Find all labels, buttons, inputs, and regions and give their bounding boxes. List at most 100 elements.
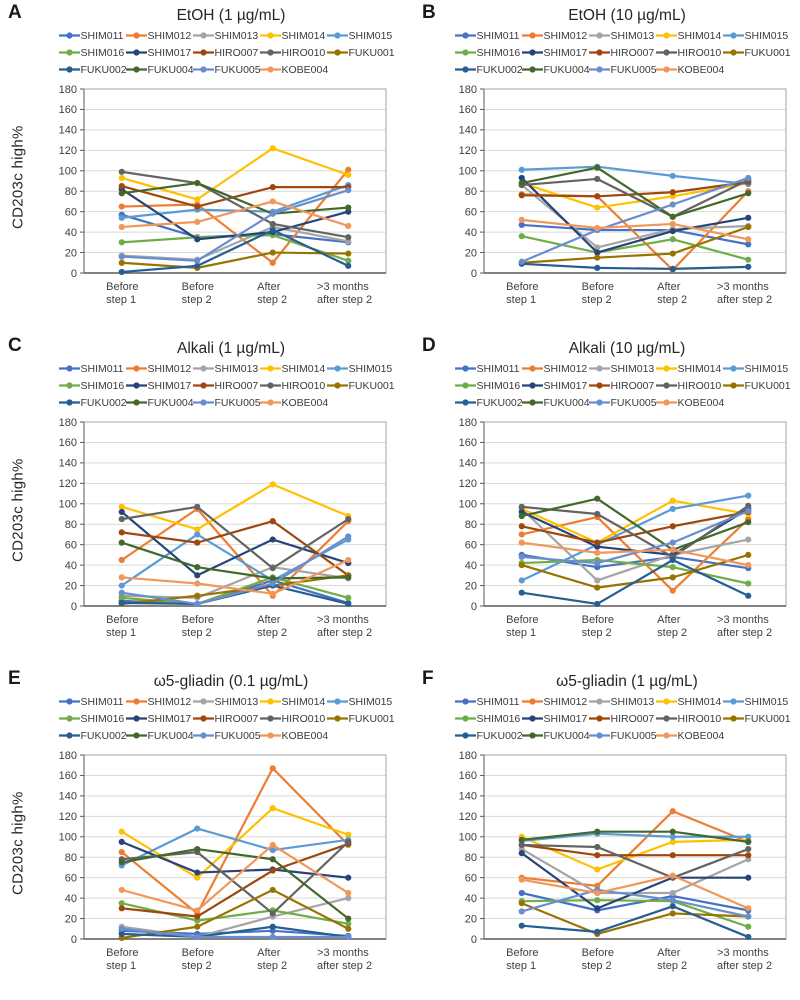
y-tick-label: 160	[459, 104, 477, 116]
legend-item-SHIM013: SHIM013	[588, 363, 656, 375]
legend-item-HIRO007: HIRO007	[588, 713, 656, 725]
legend-row: SHIM016 SHIM017 HIRO007 HIRO010 FUKU001	[454, 710, 791, 727]
series-line	[121, 185, 349, 208]
legend-item-SHIM016: SHIM016	[58, 380, 126, 392]
x-tick-label: Before	[582, 614, 614, 626]
legend-item-HIRO007: HIRO007	[192, 713, 260, 725]
data-point	[518, 889, 525, 897]
legend-marker-icon	[125, 32, 147, 39]
series-line	[121, 535, 349, 606]
line-chart-f: 0 20 40 60 80 100 120 140 160 180 Before step 1 Befo…	[428, 747, 794, 984]
y-tick-label: 60	[65, 206, 77, 218]
data-point	[269, 910, 276, 917]
legend-marker-icon	[58, 66, 80, 73]
data-point	[669, 546, 676, 553]
series-SHIM013	[518, 845, 752, 897]
legend-label: KOBE004	[677, 396, 725, 409]
data-point	[669, 833, 676, 840]
series-line	[521, 541, 749, 567]
series-line	[121, 251, 349, 269]
legend-item-SHIM017: SHIM017	[125, 713, 193, 725]
legend-item-SHIM014: SHIM014	[655, 30, 723, 42]
data-point	[194, 600, 201, 608]
legend-label: FUKU002	[80, 396, 127, 409]
legend-marker-icon	[655, 365, 677, 372]
data-point	[345, 933, 352, 941]
series-FUKU005	[518, 174, 752, 265]
data-point	[669, 872, 676, 879]
legend-item-SHIM011: SHIM011	[454, 363, 522, 375]
legend-marker-icon	[588, 698, 610, 705]
x-tick-label: step 1	[506, 627, 536, 639]
series-KOBE004	[518, 539, 752, 569]
chart-title-e: ω5-gliadin (0.1 µg/mL)	[153, 673, 309, 690]
data-point	[594, 584, 601, 591]
legend-label: SHIM015	[348, 362, 393, 375]
legend-label: SHIM013	[610, 695, 655, 708]
x-tick-label: Before	[182, 947, 214, 959]
line-chart-c: 0 20 40 60 80 100 120 140 160 180 Before step 1 Befo…	[28, 414, 394, 651]
data-point	[269, 481, 276, 488]
legend-row: SHIM016 SHIM017 HIRO007 HIRO010 FUKU001	[58, 377, 395, 394]
y-tick-label: 100	[59, 832, 77, 844]
legend-label: SHIM014	[281, 29, 326, 42]
legend-label: SHIM014	[281, 695, 326, 708]
data-point	[194, 845, 201, 853]
series-line	[121, 181, 349, 215]
x-tick-label: step 2	[182, 627, 212, 639]
data-point	[518, 179, 525, 187]
legend-item-HIRO007: HIRO007	[192, 47, 260, 59]
legend-marker-icon	[192, 715, 214, 722]
legend-marker-icon	[655, 715, 677, 722]
legend-marker-icon	[521, 49, 543, 56]
legend-marker-icon	[722, 32, 744, 39]
data-point	[269, 220, 276, 228]
y-tick-label: 60	[65, 872, 77, 884]
series-SHIM014	[118, 481, 352, 533]
series-line	[521, 902, 749, 935]
data-point	[345, 915, 352, 922]
legend-marker-icon	[722, 365, 744, 372]
data-point	[745, 913, 752, 920]
data-point	[345, 222, 352, 230]
data-point	[518, 503, 525, 510]
legend-marker-icon	[58, 382, 80, 389]
x-tick-label: >3 months	[717, 614, 769, 626]
data-point	[518, 900, 525, 907]
y-tick-label: 140	[459, 791, 477, 803]
series-line	[521, 262, 749, 271]
data-point	[118, 556, 125, 564]
legend-label: FUKU004	[543, 729, 590, 742]
data-point	[194, 179, 201, 187]
data-point	[269, 210, 276, 217]
legend-label: SHIM016	[80, 712, 125, 725]
legend-item-FUKU001: FUKU001	[326, 713, 395, 725]
legend-label: SHIM016	[476, 379, 521, 392]
series-line	[121, 767, 350, 915]
legend-item-SHIM013: SHIM013	[192, 696, 260, 708]
legend-label: SHIM017	[543, 46, 588, 59]
series-KOBE004	[118, 198, 352, 231]
data-point	[594, 510, 601, 518]
legend-item-FUKU005: FUKU005	[192, 64, 261, 76]
legend-label: FUKU001	[348, 46, 395, 59]
series-line	[121, 566, 349, 599]
legend-marker-icon	[192, 365, 214, 372]
data-point	[594, 866, 601, 873]
data-point	[269, 259, 276, 266]
data-point	[118, 239, 125, 246]
chart-legend-d: SHIM011 SHIM012 SHIM013 SHIM014 SHIM015 SHIM0…	[454, 360, 791, 411]
x-tick-label: after step 2	[717, 627, 772, 639]
x-tick-label: After	[657, 281, 681, 293]
legend-label: SHIM016	[476, 712, 521, 725]
legend-marker-icon	[192, 32, 214, 39]
legend-marker-icon	[588, 715, 610, 722]
x-tick-label: step 2	[582, 294, 612, 306]
data-point	[669, 539, 676, 546]
legend-item-SHIM011: SHIM011	[58, 696, 126, 708]
data-point	[669, 889, 676, 897]
legend-item-SHIM012: SHIM012	[521, 30, 589, 42]
